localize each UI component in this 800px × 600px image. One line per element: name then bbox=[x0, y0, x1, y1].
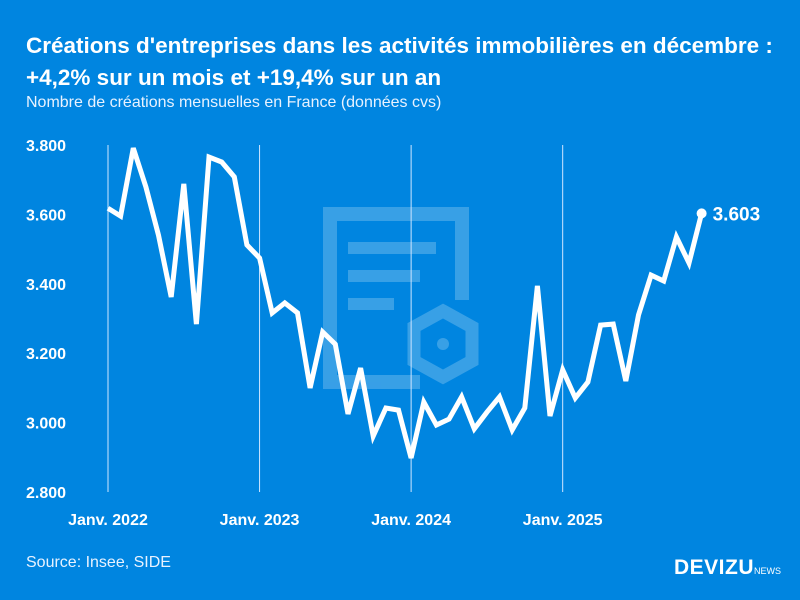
logo-suffix: NEWS bbox=[754, 566, 782, 576]
x-tick-label: Janv. 2022 bbox=[68, 512, 148, 529]
chart-title: Créations d'entreprises dans les activit… bbox=[26, 33, 773, 90]
devizu-logo: DEVIZUNEWS bbox=[674, 556, 781, 580]
x-tick-label: Janv. 2023 bbox=[220, 512, 300, 529]
last-point bbox=[696, 208, 707, 219]
logo-text: DEVIZU bbox=[674, 556, 755, 579]
x-tick-label: Janv. 2025 bbox=[523, 512, 603, 529]
y-tick-label: 3.400 bbox=[26, 277, 66, 294]
last-value-label: 3.603 bbox=[713, 204, 761, 225]
series-line bbox=[106, 147, 705, 459]
watermark-document-icon bbox=[323, 207, 479, 389]
y-tick-label: 3.800 bbox=[26, 138, 66, 155]
y-tick-label: 2.800 bbox=[26, 485, 66, 502]
y-tick-label: 3.200 bbox=[26, 346, 66, 363]
chart-subtitle: Nombre de créations mensuelles en France… bbox=[26, 94, 442, 111]
x-tick-label: Janv. 2024 bbox=[371, 512, 451, 529]
y-tick-label: 3.000 bbox=[26, 416, 66, 433]
source-note: Source: Insee, SIDE bbox=[26, 554, 171, 571]
y-tick-label: 3.600 bbox=[26, 207, 66, 224]
